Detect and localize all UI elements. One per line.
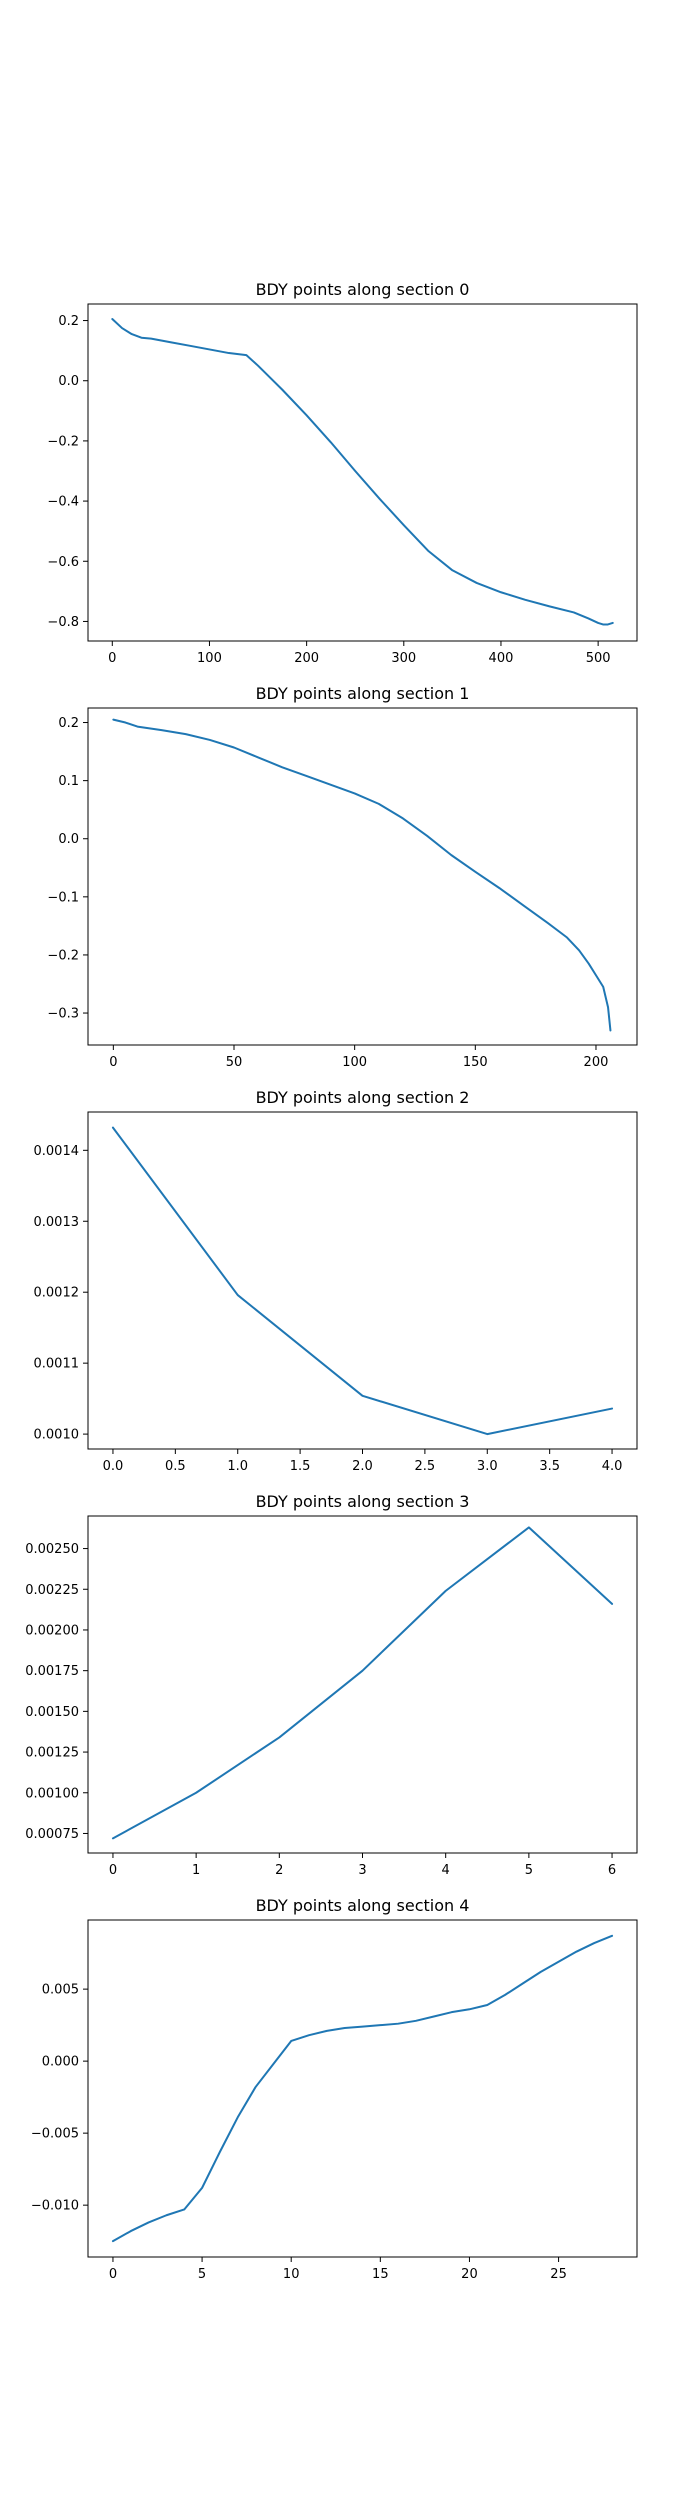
- y-tick-label: −0.005: [31, 2127, 79, 2142]
- x-tick-label: 0.0: [103, 1459, 124, 1474]
- x-tick-label: 2.5: [415, 1459, 436, 1474]
- x-tick-label: 1: [192, 1863, 200, 1878]
- chart-title: BDY points along section 4: [256, 1896, 470, 1915]
- axes-frame: [87, 707, 638, 1046]
- y-tick-label: 0.005: [42, 1983, 79, 1998]
- x-tick-label: 1.0: [227, 1459, 248, 1474]
- x-tick-label: 25: [550, 2267, 567, 2282]
- x-tick-label: 10: [283, 2267, 300, 2282]
- x-tick-label: 400: [489, 651, 514, 666]
- x-tick-label: 5: [525, 1863, 533, 1878]
- y-tick-label: −0.010: [31, 2199, 79, 2214]
- x-tick-label: 4: [442, 1863, 450, 1878]
- x-tick-label: 300: [391, 651, 416, 666]
- x-tick-label: 0.5: [165, 1459, 186, 1474]
- y-tick-label: 0.2: [58, 716, 79, 731]
- x-tick-label: 6: [608, 1863, 616, 1878]
- axes-frame: [87, 303, 638, 642]
- y-tick-label: 0.00075: [25, 1827, 79, 1842]
- x-tick-label: 1.5: [290, 1459, 311, 1474]
- y-tick-label: 0.0014: [34, 1144, 80, 1159]
- y-tick-label: 0.00175: [25, 1664, 79, 1679]
- chart-0: BDY points along section 0 0 100 200 300 400 5…: [47, 280, 638, 666]
- x-tick-label: 3: [358, 1863, 366, 1878]
- chart-title: BDY points along section 2: [256, 1088, 470, 1107]
- y-tick-label: 0.00150: [25, 1705, 79, 1720]
- x-tick-label: 200: [294, 651, 319, 666]
- axes-frame: [87, 1919, 638, 2258]
- y-tick-label: −0.6: [47, 555, 79, 570]
- x-tick-label: 150: [463, 1055, 488, 1070]
- x-tick-label: 2: [275, 1863, 283, 1878]
- y-tick-label: 0.000: [42, 2055, 79, 2070]
- series-line: [111, 1934, 614, 2243]
- y-tick-label: 0.0: [58, 832, 79, 847]
- x-tick-label: 0: [108, 651, 116, 666]
- y-tick-label: −0.2: [47, 434, 79, 449]
- x-tick-label: 2.0: [352, 1459, 373, 1474]
- y-tick-label: 0.0011: [34, 1357, 80, 1372]
- x-tick-label: 100: [197, 651, 222, 666]
- y-tick-label: −0.4: [47, 495, 79, 510]
- chart-4: BDY points along section 4 0 5 10 15 20 25 0.00…: [31, 1896, 638, 2282]
- chart-title: BDY points along section 0: [256, 280, 470, 299]
- x-tick-label: 100: [342, 1055, 367, 1070]
- x-tick-label: 4.0: [602, 1459, 623, 1474]
- x-tick-label: 0: [109, 1055, 117, 1070]
- series-line: [111, 1526, 614, 1840]
- y-tick-label: 0.0013: [34, 1215, 80, 1230]
- series-line: [111, 1126, 614, 1436]
- y-tick-label: 0.0010: [34, 1428, 80, 1443]
- axes-frame: [87, 1515, 638, 1854]
- x-tick-label: 50: [226, 1055, 243, 1070]
- y-tick-label: −0.8: [47, 615, 79, 630]
- chart-1: BDY points along section 1 0 50 100 150 200 0.…: [47, 684, 638, 1070]
- y-tick-label: 0.2: [58, 314, 79, 329]
- y-tick-label: −0.2: [47, 948, 79, 963]
- series-line: [112, 718, 612, 1032]
- x-tick-label: 0: [109, 1863, 117, 1878]
- x-tick-label: 20: [461, 2267, 478, 2282]
- chart-title: BDY points along section 3: [256, 1492, 470, 1511]
- y-tick-label: 0.00125: [25, 1746, 79, 1761]
- x-tick-label: 3.5: [539, 1459, 560, 1474]
- y-tick-label: 0.00200: [25, 1623, 79, 1638]
- y-tick-label: −0.1: [47, 890, 79, 905]
- y-tick-label: 0.00100: [25, 1786, 79, 1801]
- series-line: [111, 318, 614, 626]
- x-tick-label: 500: [586, 651, 611, 666]
- y-tick-label: 0.00225: [25, 1583, 79, 1598]
- axes-frame: [87, 1111, 638, 1450]
- x-tick-label: 5: [198, 2267, 206, 2282]
- x-tick-label: 15: [372, 2267, 389, 2282]
- chart-3: BDY points along section 3 0 1 2 3 4 5 6 0.00250…: [25, 1492, 638, 1878]
- y-tick-label: 0.0: [58, 374, 79, 389]
- chart-2: BDY points along section 2 0.0 0.5 1.0 1.5 2.…: [34, 1088, 638, 1474]
- y-tick-label: 0.0012: [34, 1286, 80, 1301]
- chart-title: BDY points along section 1: [256, 684, 470, 703]
- x-tick-label: 200: [584, 1055, 609, 1070]
- x-tick-label: 0: [109, 2267, 117, 2282]
- y-tick-label: 0.00250: [25, 1542, 79, 1557]
- x-tick-label: 3.0: [477, 1459, 498, 1474]
- y-tick-label: −0.3: [47, 1007, 79, 1022]
- y-tick-label: 0.1: [58, 774, 79, 789]
